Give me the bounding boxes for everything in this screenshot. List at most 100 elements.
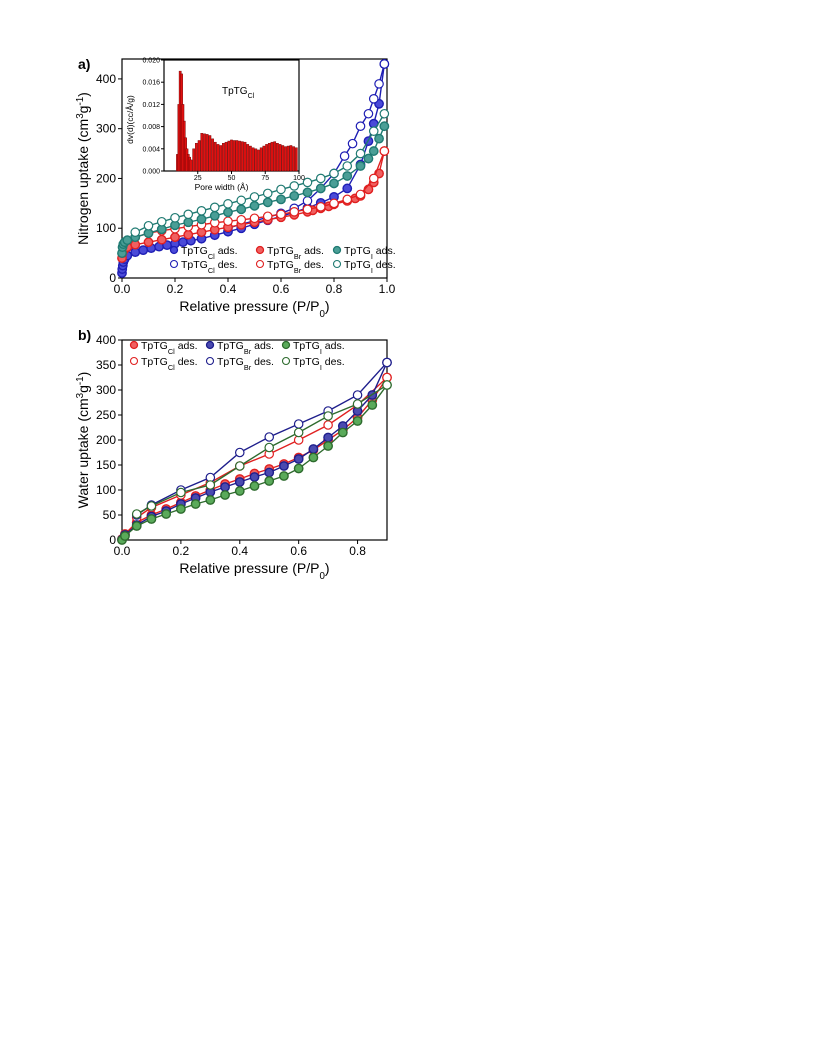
data-point (315, 183, 326, 194)
data-point (379, 59, 390, 69)
inset-bar (222, 143, 225, 172)
inset-x-axis-title: Pore width (Å) (195, 182, 249, 192)
data-point (347, 138, 358, 149)
inset-bar (238, 140, 241, 172)
data-point (368, 126, 379, 136)
series-5 (131, 380, 392, 519)
data-point (234, 477, 245, 487)
inset-bar (259, 147, 263, 172)
data-point (289, 190, 300, 201)
x-tick-label: 0.6 (290, 544, 307, 558)
data-point (170, 232, 180, 243)
inset-bar (267, 143, 271, 172)
data-point (146, 514, 157, 524)
x-tick-label: 0.4 (220, 282, 237, 296)
legend-item: TpTGCl ads. (129, 340, 198, 356)
data-point (276, 184, 286, 195)
data-point (276, 209, 286, 220)
inset-bar (286, 145, 290, 172)
data-point (302, 204, 313, 215)
inset-bar (203, 133, 206, 172)
data-point (249, 213, 260, 224)
data-point (293, 419, 304, 429)
data-point (209, 210, 220, 221)
data-point (264, 467, 275, 478)
inset-bar (197, 140, 201, 172)
x-tick-label: 0.8 (326, 282, 343, 296)
data-point (223, 207, 233, 218)
x-axis-title: Relative pressure (P/P0) (179, 298, 329, 320)
data-point (220, 490, 230, 500)
data-point (170, 212, 180, 223)
series-line (227, 63, 386, 229)
data-point (342, 161, 353, 171)
x-tick-label: 0.0 (114, 282, 131, 296)
x-tick-label: 0.6 (273, 282, 290, 296)
data-point (293, 454, 304, 464)
legend-label: TpTGI ads. (344, 245, 396, 261)
legend-item: TpTGBr ads. (255, 245, 324, 261)
series-4 (117, 121, 390, 259)
inset-x-tick-label: 75 (261, 175, 269, 182)
legend-item: TpTGBr ads. (205, 340, 274, 356)
data-point (382, 357, 392, 368)
data-point (379, 121, 390, 132)
y-tick-label: 400 (96, 333, 116, 347)
y-tick-label: 250 (96, 408, 116, 422)
data-point (289, 181, 300, 191)
inset-bar (249, 145, 252, 172)
legend-label: TpTGCl ads. (141, 340, 198, 356)
data-point (308, 452, 319, 463)
legend-marker (255, 259, 265, 269)
inset-chart: 25 50 75 100 0.000 0.004 0.008 0.012 0.016 0.020 P… (125, 58, 305, 193)
data-point (367, 400, 378, 410)
legend-marker (332, 259, 342, 269)
y-tick-label: 350 (96, 358, 116, 372)
legend-marker (129, 340, 139, 350)
data-point (262, 197, 273, 208)
data-point (342, 194, 353, 205)
x-tick-label: 0.2 (167, 282, 184, 296)
inset-bar (251, 147, 255, 172)
y-axis-title: Water uptake (cm3g-1) (75, 372, 92, 509)
inset-bar (254, 148, 258, 172)
legend-marker (255, 245, 265, 255)
inset-bar (273, 141, 277, 172)
legend-item: TpTGI ads. (281, 340, 345, 356)
data-point (120, 531, 130, 541)
y-tick-label: 300 (96, 122, 116, 136)
inset-bar (189, 159, 193, 172)
data-point (339, 151, 350, 161)
data-point (249, 192, 260, 202)
data-point (138, 245, 149, 256)
panel-b: b) 0.0 0.2 0.4 0.6 0.8 0 50 100 150 200 250 300 350 40… (75, 327, 392, 582)
panel-label: b) (78, 327, 91, 343)
data-point (264, 432, 275, 442)
data-point (146, 501, 157, 511)
inset-bar (232, 140, 236, 172)
data-point (323, 432, 334, 443)
x-tick-label: 0.0 (114, 544, 131, 558)
y-tick-label: 100 (96, 221, 116, 235)
inset-bar (246, 144, 250, 172)
data-point (161, 509, 172, 519)
data-point (183, 217, 194, 228)
data-point (223, 216, 233, 227)
data-point (342, 183, 353, 194)
data-point (355, 161, 366, 171)
data-point (262, 211, 273, 222)
legend-item: TpTGBr des. (205, 356, 274, 372)
data-point (323, 411, 333, 421)
inset-bar (284, 146, 287, 172)
inset-bar (211, 138, 214, 172)
inset-bar (224, 141, 228, 172)
y-tick-label: 200 (96, 171, 116, 185)
data-point (368, 146, 379, 156)
data-point (176, 487, 186, 498)
legend-marker (205, 340, 215, 350)
inset-bar (208, 135, 212, 172)
data-point (315, 173, 326, 184)
data-point (279, 471, 289, 481)
data-point (196, 206, 207, 216)
data-point (249, 200, 260, 211)
